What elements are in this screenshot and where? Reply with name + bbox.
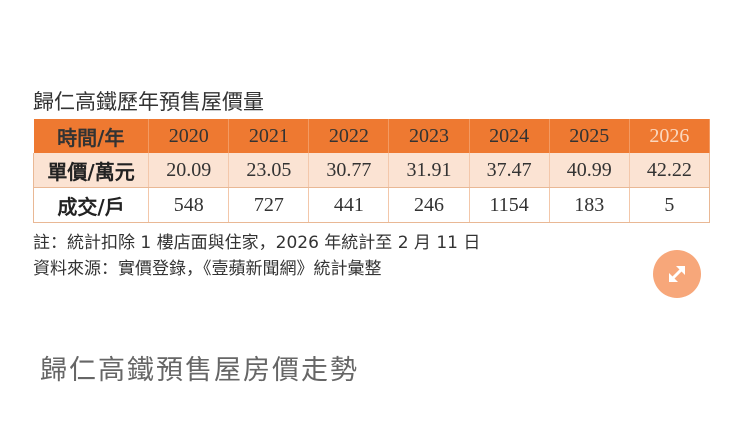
deals-cell: 548 bbox=[148, 187, 230, 223]
data-source: 資料來源：實價登錄，《壹蘋新聞網》統計彙整 bbox=[33, 259, 382, 279]
year-cell: 2025 bbox=[549, 119, 630, 153]
price-cell: 42.22 bbox=[629, 153, 711, 188]
price-cell: 30.77 bbox=[308, 153, 390, 188]
table-row-price: 單價/萬元 20.09 23.05 30.77 31.91 37.47 40.9… bbox=[32, 153, 711, 188]
price-volume-table: 時間/年 2020 2021 2022 2023 2024 2025 2026 … bbox=[32, 119, 711, 223]
year-cell: 2023 bbox=[388, 119, 470, 153]
deals-cell: 246 bbox=[388, 187, 470, 223]
price-infographic: 歸仁高鐵歷年預售屋價量 時間/年 2020 2021 2022 2023 202… bbox=[32, 87, 713, 282]
deals-cell: 441 bbox=[308, 187, 390, 223]
year-cell: 2024 bbox=[469, 119, 550, 153]
header-label: 時間/年 bbox=[33, 119, 150, 153]
table-title: 歸仁高鐵歷年預售屋價量 bbox=[33, 90, 264, 114]
price-cell: 23.05 bbox=[228, 153, 310, 188]
year-cell: 2020 bbox=[148, 119, 230, 153]
table-note: 註：統計扣除 1 樓店面與住家，2026 年統計至 2 月 11 日 bbox=[33, 233, 481, 253]
expand-image-button[interactable] bbox=[653, 250, 701, 298]
price-cell: 37.47 bbox=[469, 153, 550, 188]
deals-cell: 727 bbox=[228, 187, 310, 223]
year-cell: 2022 bbox=[308, 119, 390, 153]
deals-cell: 1154 bbox=[469, 187, 550, 223]
deals-label: 成交/戶 bbox=[32, 187, 150, 223]
price-cell: 40.99 bbox=[549, 153, 630, 188]
price-label: 單價/萬元 bbox=[32, 153, 150, 188]
price-cell: 31.91 bbox=[388, 153, 470, 188]
year-cell: 2026 bbox=[629, 119, 711, 153]
table-row-deals: 成交/戶 548 727 441 246 1154 183 5 bbox=[32, 187, 711, 223]
year-cell: 2021 bbox=[228, 119, 310, 153]
image-caption: 歸仁高鐵預售屋房價走勢 bbox=[40, 355, 359, 386]
price-cell: 20.09 bbox=[148, 153, 230, 188]
deals-cell: 5 bbox=[629, 187, 711, 223]
deals-cell: 183 bbox=[549, 187, 630, 223]
expand-arrows-icon bbox=[669, 266, 685, 282]
table-header-row: 時間/年 2020 2021 2022 2023 2024 2025 2026 bbox=[33, 119, 711, 153]
